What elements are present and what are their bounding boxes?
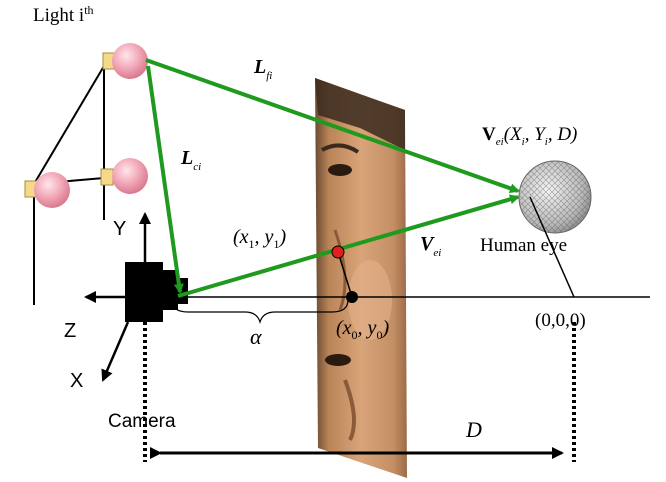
- image-center-point: [346, 291, 358, 303]
- light-bulb-middle: [100, 158, 148, 194]
- ve-point-label: Vei(Xi, Yi, D): [482, 124, 577, 148]
- human-eye-sphere: [518, 160, 592, 234]
- lc-label: Lci: [180, 147, 201, 173]
- projection-points: [331, 245, 358, 303]
- light-bulb-top: [102, 43, 148, 79]
- pupil-point: [331, 245, 345, 259]
- face-image-plane: [315, 78, 407, 478]
- vector-arrows: [145, 58, 520, 298]
- p0-label: (x0, y0): [336, 317, 389, 342]
- lc-vector: [146, 65, 184, 294]
- alpha-brace: [171, 299, 349, 325]
- distance-label: D: [465, 417, 482, 442]
- origin-label: (0,0,0): [535, 310, 586, 331]
- camera-axes: [84, 212, 151, 382]
- z-axis-label: Z: [64, 320, 76, 342]
- alpha-label: α: [250, 324, 262, 349]
- light-bulb-left: [24, 172, 70, 208]
- camera-label: Camera: [108, 411, 176, 432]
- eye-to-origin-line: [529, 196, 575, 298]
- x-axis-label: X: [70, 370, 83, 392]
- human-eye-label: Human eye: [480, 235, 567, 256]
- light-label: Light ith: [33, 3, 94, 26]
- ve-line-label: Vei: [420, 233, 441, 259]
- ve-vector: [177, 194, 520, 298]
- lf-label: Lfi: [253, 56, 272, 82]
- y-axis-label: Y: [113, 218, 126, 240]
- lf-vector: [145, 58, 520, 194]
- p1-label: (x1, y1): [233, 226, 286, 251]
